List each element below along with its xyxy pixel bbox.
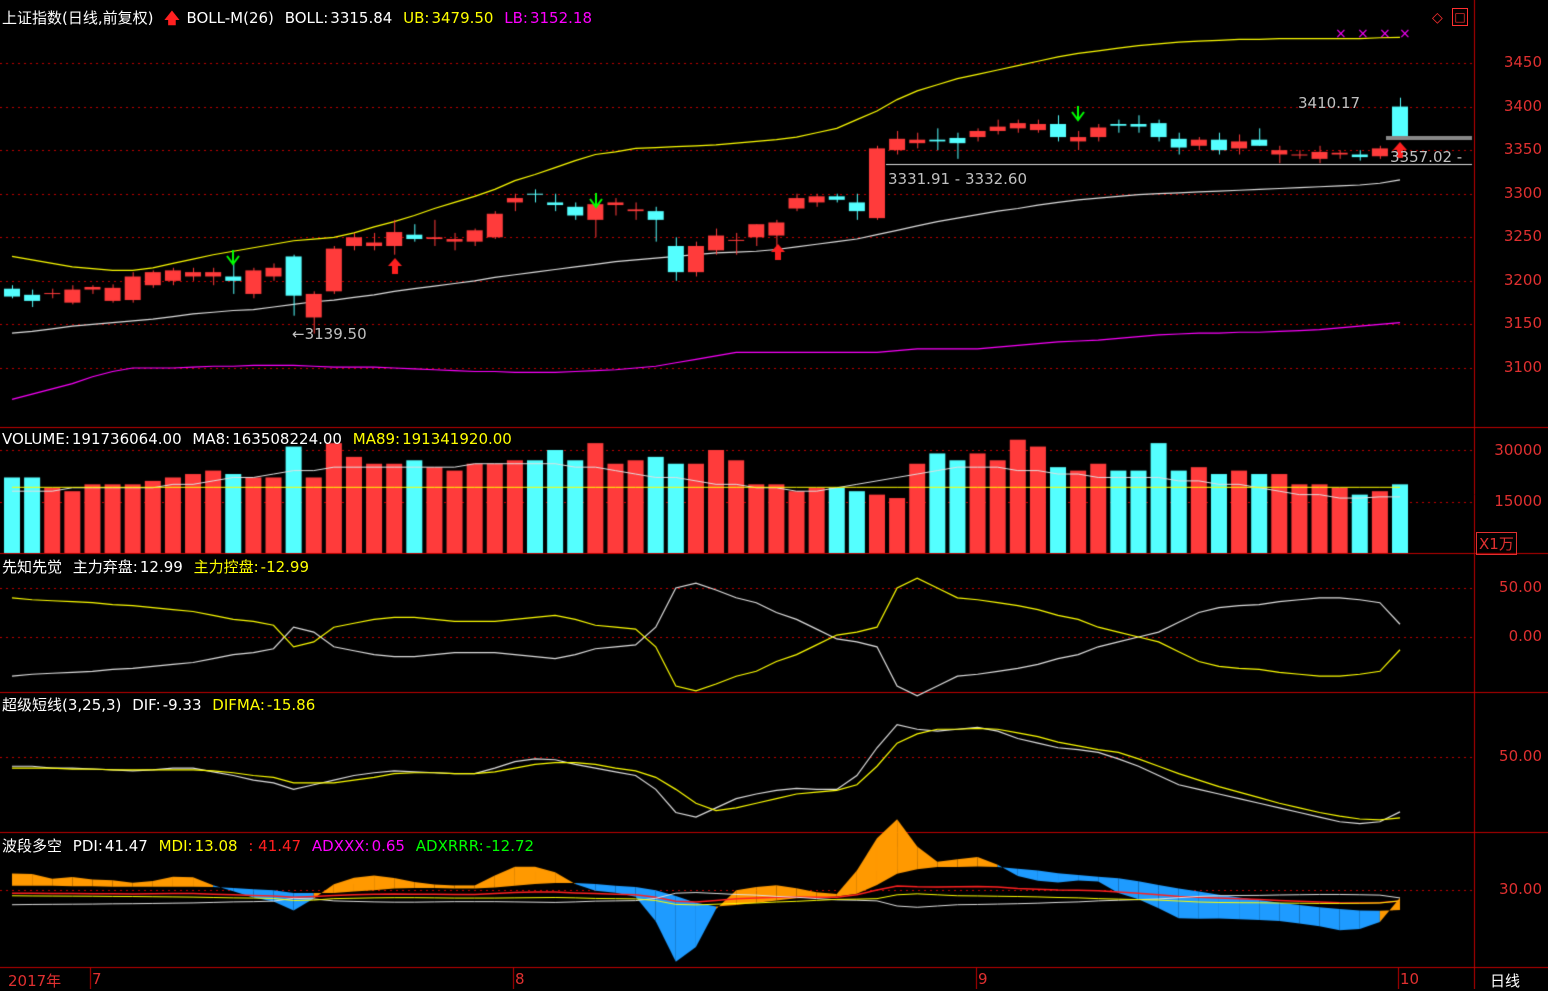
ma8-value: 163508224.00 xyxy=(232,430,342,448)
panel5-title[interactable]: 波段多空 xyxy=(2,837,63,855)
panel4-dif-value: -9.33 xyxy=(162,696,202,714)
main-panel-title: 上证指数(日线,前复权) xyxy=(2,9,154,27)
panel5-adxxx-label: ADXXX: xyxy=(311,837,370,855)
panel3-tick-2: 0.00 xyxy=(1508,627,1542,645)
range-annotation: 3331.91 - 3332.60 xyxy=(888,170,1028,188)
volume-tick-1: 30000 xyxy=(1494,441,1542,459)
high-annotation-value: 3410.17 xyxy=(1298,94,1361,112)
panel5-adxrrr-value: -12.72 xyxy=(485,837,535,855)
panel4-difma-value: -15.86 xyxy=(266,696,316,714)
time-axis-month-7: 7 xyxy=(92,970,102,988)
ub-label: UB: xyxy=(403,9,430,27)
boll-indicator-name[interactable]: BOLL-M(26) xyxy=(186,9,274,27)
up-arrow-icon: 🡅 xyxy=(164,9,180,27)
panel5-adxrrr-label: ADXRRR: xyxy=(415,837,484,855)
panel3-s1-value: 12.99 xyxy=(139,558,183,576)
panel4-difma-label: DIFMA: xyxy=(212,696,265,714)
high-annotation: 3410.17 xyxy=(1298,94,1360,112)
volume-panel-header: VOLUME: 191736064.00 MA8: 163508224.00 MA8… xyxy=(2,429,518,449)
diamond-icon[interactable]: ◇ xyxy=(1432,10,1443,26)
panel5-header: 波段多空 PDI: 41.47 MDI: 13.08 : 41.47 ADXXX: 0… xyxy=(2,836,540,856)
main-y-tick: 3150 xyxy=(1503,314,1542,333)
panel3-s1-label: 主力弃盘: xyxy=(72,558,138,576)
panel5-pdi-value: 41.47 xyxy=(104,837,148,855)
boll-value: 3315.84 xyxy=(330,9,393,27)
ma89-label: MA89: xyxy=(352,430,401,448)
ma89-value: 191341920.00 xyxy=(402,430,512,448)
low-annotation-value: 3139.50 xyxy=(304,325,367,343)
panel4-title[interactable]: 超级短线(3,25,3) xyxy=(2,696,122,714)
panel5-extra-value: : 41.47 xyxy=(248,837,302,855)
lb-value: 3152.18 xyxy=(529,9,592,27)
main-y-tick: 3100 xyxy=(1503,358,1542,376)
time-axis-month-10: 10 xyxy=(1400,970,1420,988)
ub-value: 3479.50 xyxy=(431,9,494,27)
panel4-header: 超级短线(3,25,3) DIF: -9.33 DIFMA: -15.86 xyxy=(2,695,321,715)
time-axis-year: 2017年 xyxy=(8,972,62,990)
volume-label: VOLUME: xyxy=(2,430,70,448)
panel3-s2-value: -12.99 xyxy=(260,558,310,576)
panel4-dif-label: DIF: xyxy=(132,696,161,714)
main-panel-header: 上证指数(日线,前复权) 🡅 BOLL-M(26) BOLL: 3315.84 U… xyxy=(2,8,598,28)
time-axis-month-8: 8 xyxy=(515,970,525,988)
main-y-tick: 3350 xyxy=(1503,140,1542,159)
panel4-tick-1: 50.00 xyxy=(1499,747,1542,765)
lb-label: LB: xyxy=(504,9,528,27)
volume-value: 191736064.00 xyxy=(71,430,182,448)
panel3-s2-label: 主力控盘: xyxy=(193,558,259,576)
volume-tick-2: 15000 xyxy=(1494,492,1542,510)
panel3-header: 先知先觉 主力弃盘: 12.99 主力控盘: -12.99 xyxy=(2,557,315,577)
panel3-title[interactable]: 先知先觉 xyxy=(2,558,63,576)
main-y-tick: 3400 xyxy=(1503,96,1542,115)
panel5-pdi-label: PDI: xyxy=(72,837,103,855)
main-y-tick: 3300 xyxy=(1503,183,1542,202)
volume-unit-label: X1万 xyxy=(1476,532,1517,555)
panel3-tick-1: 50.00 xyxy=(1499,578,1542,596)
main-y-tick: 3200 xyxy=(1503,270,1542,289)
close-box-icon[interactable]: □ xyxy=(1452,8,1468,26)
main-y-tick: 3250 xyxy=(1503,227,1542,246)
boll-label: BOLL: xyxy=(284,9,329,27)
main-y-tick: 3450 xyxy=(1503,53,1542,71)
time-axis-month-9: 9 xyxy=(978,970,988,988)
price-annotation: 3357.02 - xyxy=(1390,148,1463,166)
panel5-adxxx-value: 0.65 xyxy=(371,837,405,855)
panel5-tick-1: 30.00 xyxy=(1499,880,1542,898)
low-annotation: ←3139.50 xyxy=(292,325,367,343)
panel5-mdi-label: MDI: xyxy=(158,837,193,855)
panel5-mdi-value: 13.08 xyxy=(194,837,238,855)
period-daily-button[interactable]: 日线 xyxy=(1490,972,1521,990)
ma8-label: MA8: xyxy=(192,430,231,448)
